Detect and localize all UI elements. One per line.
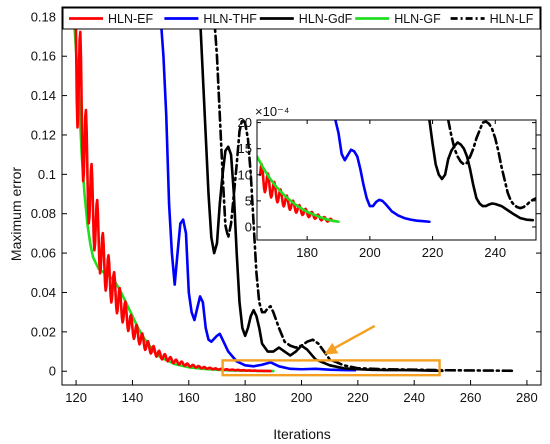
main-series-group [71,7,517,373]
x-tick-label: 180 [234,390,256,405]
x-tick-label: 200 [291,390,313,405]
inset-x-tick-label: 200 [359,245,381,260]
x-tick-label: 220 [347,390,369,405]
series-line-hln-gf [71,7,275,373]
legend: HLN-EF HLN-THF HLN-GdF HLN-GF HLN-LF [62,7,541,30]
inset-series-group [257,120,536,224]
inset-series-line-hln-thf [334,120,431,224]
y-tick-label: 0.08 [31,206,56,221]
inset-background [257,120,536,240]
y-tick-label: 0 [49,364,56,379]
x-tick-label: 260 [460,390,482,405]
x-tick-label: 240 [403,390,425,405]
y-tick-label: 0.14 [31,88,56,103]
zoom-arrow-shaft [331,324,376,351]
x-tick-label: 280 [516,390,538,405]
legend-label-hln-gdf: HLN-GdF [299,12,353,26]
x-tick-label: 140 [122,390,144,405]
inset-y-tick-label: 20 [238,115,252,130]
inset-x-tick-label: 180 [296,245,318,260]
series-line-hln-gdf [198,15,444,373]
y-tick-label: 0.16 [31,49,56,64]
y-tick-label: 0.06 [31,246,56,261]
y-tick-label: 0.02 [31,324,56,339]
series-line-hln-lf [212,15,517,373]
inset-series-line-hln-lf [446,120,536,210]
series-line-hln-thf [159,15,357,372]
y-tick-label: 0.04 [31,285,56,300]
legend-label-hln-ef: HLN-EF [108,12,154,26]
zoom-arrow-head [324,342,339,355]
annotations-group [221,324,441,377]
inset-plot: 180 200 220 240 0 5 10 15 20×10⁻⁴ [238,104,537,260]
x-tick-label: 160 [178,390,200,405]
inset-y-scale-label: ×10⁻⁴ [255,104,290,119]
inset-y-tick-label: 10 [238,167,252,182]
legend-label-hln-thf: HLN-THF [203,12,257,26]
inset-y-tick-label: 15 [238,141,252,156]
main-axes: 120 140 160 180 200 220 240 260 28000.020.040.06… [31,6,542,405]
series-line-hln-ef [71,7,272,373]
inset-series-line-hln-gdf [428,120,535,222]
zoom-highlight-box [221,359,441,377]
y-tick-label: 0.12 [31,127,56,142]
inset-y-tick-label: 5 [245,193,252,208]
inset-frame [256,119,537,241]
legend-label-hln-lf: HLN-LF [490,12,534,26]
y-tick-label: 0.18 [31,9,56,24]
legend-label-hln-gf: HLN-GF [394,12,441,26]
y-axis-label: Maximum error [8,167,24,261]
x-axis-label: Iterations [273,426,331,442]
x-tick-label: 120 [65,390,87,405]
inset-y-tick-label: 0 [245,219,252,234]
inset-series-line-hln-gf [257,155,340,224]
inset-x-tick-label: 240 [484,245,506,260]
y-tick-label: 0.1 [38,167,56,182]
inset-x-tick-label: 220 [422,245,444,260]
legend-box [62,7,541,30]
